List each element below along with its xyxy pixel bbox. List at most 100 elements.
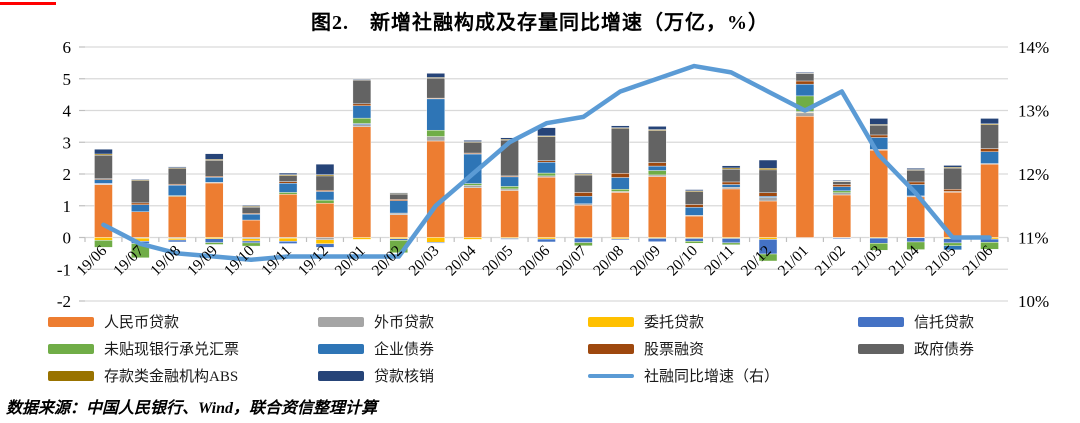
segment-贷款核销 — [205, 153, 224, 160]
segment-未贴现银行承兑汇票 — [500, 186, 519, 190]
x-axis-tick-label: 21/01 — [775, 242, 812, 279]
x-axis-tick-label: 20/04 — [442, 242, 479, 279]
segment-人民币贷款 — [241, 219, 261, 238]
legend-label: 人民币贷款 — [104, 315, 180, 331]
segment-政府债券 — [795, 73, 815, 82]
segment-未贴现银行承兑汇票 — [574, 242, 593, 246]
segment-政府债券 — [278, 175, 298, 182]
chart-canvas: 6 5 4 3 2 1 0 -1 -2 14% 13% 12% 11% 10% 19/06 19/07 19/0… — [57, 38, 1049, 311]
segment-人民币贷款 — [832, 194, 852, 238]
segment-企业债券 — [832, 186, 852, 192]
segment-企业债券 — [94, 179, 113, 184]
x-axis-tick-label: 20/05 — [479, 242, 516, 279]
segment-企业债券 — [574, 196, 593, 205]
segment-贷款核销 — [278, 172, 298, 175]
legend-item-社融同比增速（右）: 社融同比增速（右） — [588, 365, 858, 386]
legend-item-存款类金融机构ABS: 存款类金融机构ABS — [48, 365, 318, 386]
segment-信托贷款 — [574, 237, 593, 243]
segment-股票融资 — [537, 160, 556, 163]
segment-信托贷款 — [611, 238, 630, 240]
x-axis-tick-label: 20/06 — [516, 242, 553, 279]
segment-未贴现银行承兑汇票 — [869, 243, 888, 251]
left-axis-tick-label: 4 — [63, 102, 72, 121]
x-axis-tick-label: 21/02 — [812, 242, 849, 279]
legend-color-swatch — [48, 316, 94, 327]
segment-外币贷款 — [352, 124, 372, 127]
legend-label: 存款类金融机构ABS — [104, 369, 239, 385]
segment-外币贷款 — [721, 187, 741, 190]
legend-item-企业债券: 企业债券 — [318, 338, 588, 359]
segment-政府债券 — [463, 141, 482, 154]
segment-未贴现银行承兑汇票 — [241, 242, 261, 247]
segment-委托贷款 — [426, 237, 445, 243]
bar-20/06 — [537, 127, 556, 243]
segment-委托贷款 — [758, 237, 778, 240]
segment-企业债券 — [389, 200, 409, 214]
legend-label: 股票融资 — [644, 342, 705, 358]
right-axis-tick-label: 11% — [1018, 229, 1049, 248]
legend-item-外币贷款: 外币贷款 — [318, 311, 588, 332]
segment-外币贷款 — [389, 212, 409, 215]
segment-未贴现银行承兑汇票 — [426, 129, 445, 137]
bar-21/04 — [906, 168, 925, 250]
x-axis-tick-label: 19/09 — [184, 242, 221, 279]
segment-信托贷款 — [500, 238, 519, 240]
segment-人民币贷款 — [500, 190, 519, 238]
legend-label: 外币贷款 — [374, 315, 435, 331]
segment-未贴现银行承兑汇票 — [832, 190, 852, 193]
segment-股票融资 — [869, 134, 888, 138]
segment-股票融资 — [278, 181, 298, 184]
bar-19/08 — [168, 166, 187, 243]
segment-政府债券 — [574, 174, 593, 193]
bar-19/11 — [278, 172, 298, 244]
segment-人民币贷款 — [205, 182, 224, 238]
left-axis-tick-label: -2 — [57, 292, 71, 308]
red-annotation-mark — [0, 2, 56, 5]
segment-政府债券 — [94, 155, 113, 179]
x-axis-tick-label: 19/12 — [295, 242, 332, 279]
segment-人民币贷款 — [980, 163, 999, 238]
segment-股票融资 — [795, 80, 815, 85]
segment-存款类金融机构ABS — [758, 168, 778, 171]
segment-政府债券 — [611, 128, 630, 174]
combo-chart-svg: 6 5 4 3 2 1 0 -1 -2 14% 13% 12% 11% 10% 19/06 19/07 19/0… — [57, 38, 1049, 311]
segment-政府债券 — [980, 124, 999, 149]
stacked-bars — [94, 72, 999, 262]
segment-企业债券 — [131, 204, 150, 212]
legend-color-swatch — [318, 343, 364, 354]
segment-未贴现银行承兑汇票 — [611, 189, 630, 192]
x-axis-tick-label: 20/07 — [553, 242, 590, 279]
segment-未贴现银行承兑汇票 — [648, 170, 667, 176]
segment-企业债券 — [795, 83, 815, 97]
segment-贷款核销 — [943, 165, 962, 168]
segment-人民币贷款 — [758, 200, 778, 238]
segment-信托贷款 — [168, 239, 187, 243]
segment-信托贷款 — [906, 237, 925, 243]
segment-股票融资 — [352, 103, 372, 106]
segment-政府债券 — [131, 180, 150, 204]
segment-政府债券 — [205, 160, 224, 177]
legend-item-委托贷款: 委托贷款 — [588, 311, 858, 332]
segment-企业债券 — [241, 213, 261, 221]
segment-人民币贷款 — [131, 211, 150, 238]
segment-企业债券 — [980, 151, 999, 164]
bar-20/05 — [500, 137, 519, 240]
segment-人民币贷款 — [168, 196, 187, 238]
segment-信托贷款 — [537, 238, 556, 243]
left-axis-tick-label: 1 — [63, 197, 72, 216]
segment-股票融资 — [943, 189, 962, 192]
segment-股票融资 — [131, 202, 150, 205]
right-axis-labels: 14% 13% 12% 11% 10% — [1018, 38, 1049, 311]
x-axis-tick-label: 20/03 — [406, 242, 443, 279]
segment-政府债券 — [758, 169, 778, 193]
segment-未贴现银行承兑汇票 — [205, 242, 224, 245]
segment-政府债券 — [241, 206, 261, 214]
segment-委托贷款 — [278, 237, 298, 242]
bar-20/11 — [721, 165, 741, 246]
segment-贷款核销 — [537, 127, 556, 137]
left-axis-tick-label: 6 — [63, 38, 72, 57]
segment-人民币贷款 — [352, 126, 372, 238]
segment-贷款核销 — [463, 140, 482, 142]
bar-21/03 — [869, 118, 888, 251]
